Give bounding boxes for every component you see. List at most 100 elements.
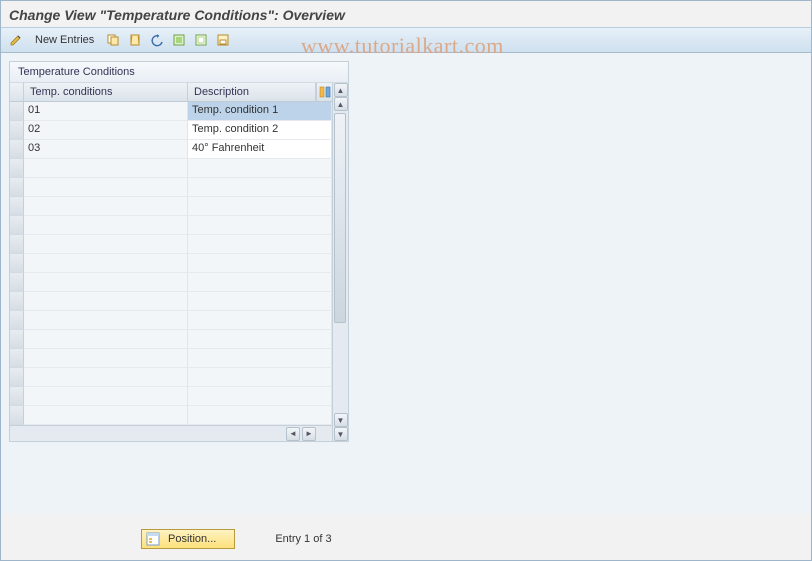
cell-code[interactable] xyxy=(24,178,188,197)
print-icon[interactable] xyxy=(214,31,232,49)
data-grid: Temp. conditions Description 01Temp. con… xyxy=(10,83,332,441)
cell-code[interactable] xyxy=(24,216,188,235)
row-selector[interactable] xyxy=(10,387,24,406)
cell-description[interactable] xyxy=(188,216,332,235)
scroll-right-icon[interactable]: ► xyxy=(302,427,316,441)
scroll-down-icon[interactable]: ▼ xyxy=(334,413,348,427)
cell-description[interactable] xyxy=(188,406,332,425)
table-settings-icon[interactable] xyxy=(316,83,332,101)
copy-icon[interactable] xyxy=(104,31,122,49)
row-selector[interactable] xyxy=(10,178,24,197)
entry-counter: Entry 1 of 3 xyxy=(275,533,331,545)
new-entries-button[interactable]: New Entries xyxy=(29,34,100,46)
panel-title: Temperature Conditions xyxy=(10,62,348,83)
row-selector[interactable] xyxy=(10,330,24,349)
cell-code[interactable] xyxy=(24,292,188,311)
table-row[interactable] xyxy=(10,197,332,216)
cell-description[interactable] xyxy=(188,311,332,330)
cell-description[interactable] xyxy=(188,235,332,254)
table-row[interactable] xyxy=(10,273,332,292)
column-header-conditions[interactable]: Temp. conditions xyxy=(24,83,188,101)
table-row[interactable] xyxy=(10,235,332,254)
table-row[interactable] xyxy=(10,216,332,235)
row-selector[interactable] xyxy=(10,121,24,140)
row-selector[interactable] xyxy=(10,311,24,330)
row-selector[interactable] xyxy=(10,254,24,273)
cell-description[interactable]: Temp. condition 2 xyxy=(188,121,332,140)
application-toolbar: New Entries xyxy=(1,27,811,53)
undo-icon[interactable] xyxy=(148,31,166,49)
cell-description[interactable] xyxy=(188,292,332,311)
cell-code[interactable] xyxy=(24,311,188,330)
row-selector[interactable] xyxy=(10,235,24,254)
cell-code[interactable] xyxy=(24,254,188,273)
cell-code[interactable]: 01 xyxy=(24,102,188,121)
row-selector[interactable] xyxy=(10,368,24,387)
cell-code[interactable] xyxy=(24,349,188,368)
row-selector[interactable] xyxy=(10,349,24,368)
table-row[interactable] xyxy=(10,292,332,311)
row-selector[interactable] xyxy=(10,159,24,178)
cell-description[interactable] xyxy=(188,387,332,406)
position-button-label: Position... xyxy=(168,533,216,545)
row-selector-header[interactable] xyxy=(10,83,24,101)
cell-description[interactable] xyxy=(188,349,332,368)
cell-code[interactable] xyxy=(24,406,188,425)
cell-code[interactable] xyxy=(24,387,188,406)
cell-code[interactable] xyxy=(24,159,188,178)
column-header-description[interactable]: Description xyxy=(188,83,316,101)
row-selector[interactable] xyxy=(10,292,24,311)
delete-icon[interactable] xyxy=(126,31,144,49)
cell-code[interactable] xyxy=(24,197,188,216)
cell-description[interactable]: Temp. condition 1 xyxy=(188,102,332,121)
row-selector[interactable] xyxy=(10,406,24,425)
cell-code[interactable] xyxy=(24,330,188,349)
cell-code[interactable] xyxy=(24,235,188,254)
table-row[interactable] xyxy=(10,254,332,273)
row-selector[interactable] xyxy=(10,102,24,121)
deselect-all-icon[interactable] xyxy=(192,31,210,49)
cell-description[interactable] xyxy=(188,273,332,292)
scroll-thumb[interactable] xyxy=(334,113,346,323)
cell-description[interactable] xyxy=(188,330,332,349)
horizontal-scrollbar[interactable]: ◄ ► xyxy=(10,425,332,441)
grid-header: Temp. conditions Description xyxy=(10,83,332,102)
row-selector[interactable] xyxy=(10,140,24,159)
row-selector[interactable] xyxy=(10,197,24,216)
table-row[interactable] xyxy=(10,330,332,349)
cell-description[interactable] xyxy=(188,368,332,387)
cell-description[interactable]: 40° Fahrenheit xyxy=(188,140,332,159)
cell-description[interactable] xyxy=(188,197,332,216)
row-selector[interactable] xyxy=(10,273,24,292)
position-button[interactable]: Position... xyxy=(141,529,235,549)
row-selector[interactable] xyxy=(10,216,24,235)
scroll-top-icon[interactable]: ▲ xyxy=(334,83,348,97)
table-row[interactable] xyxy=(10,368,332,387)
cell-code[interactable] xyxy=(24,273,188,292)
table-row[interactable] xyxy=(10,349,332,368)
cell-code[interactable] xyxy=(24,368,188,387)
cell-description[interactable] xyxy=(188,159,332,178)
table-row[interactable] xyxy=(10,406,332,425)
table-row[interactable]: 02Temp. condition 2 xyxy=(10,121,332,140)
table-row[interactable] xyxy=(10,159,332,178)
cell-code[interactable]: 03 xyxy=(24,140,188,159)
table-row[interactable] xyxy=(10,178,332,197)
page-title: Change View "Temperature Conditions": Ov… xyxy=(1,1,811,27)
content-area: Temperature Conditions Temp. conditions … xyxy=(1,53,811,513)
change-display-icon[interactable] xyxy=(7,31,25,49)
scroll-left-icon[interactable]: ◄ xyxy=(286,427,300,441)
scroll-bottom-icon[interactable]: ▼ xyxy=(334,427,348,441)
cell-code[interactable]: 02 xyxy=(24,121,188,140)
cell-description[interactable] xyxy=(188,254,332,273)
table-row[interactable] xyxy=(10,311,332,330)
table-panel: Temperature Conditions Temp. conditions … xyxy=(9,61,349,442)
vertical-scrollbar[interactable]: ▲ ▲ ▼ ▼ xyxy=(332,83,348,441)
table-row[interactable]: 0340° Fahrenheit xyxy=(10,140,332,159)
footer: Position... Entry 1 of 3 xyxy=(1,513,811,549)
cell-description[interactable] xyxy=(188,178,332,197)
table-row[interactable]: 01Temp. condition 1 xyxy=(10,102,332,121)
table-row[interactable] xyxy=(10,387,332,406)
scroll-up-icon[interactable]: ▲ xyxy=(334,97,348,111)
select-all-icon[interactable] xyxy=(170,31,188,49)
